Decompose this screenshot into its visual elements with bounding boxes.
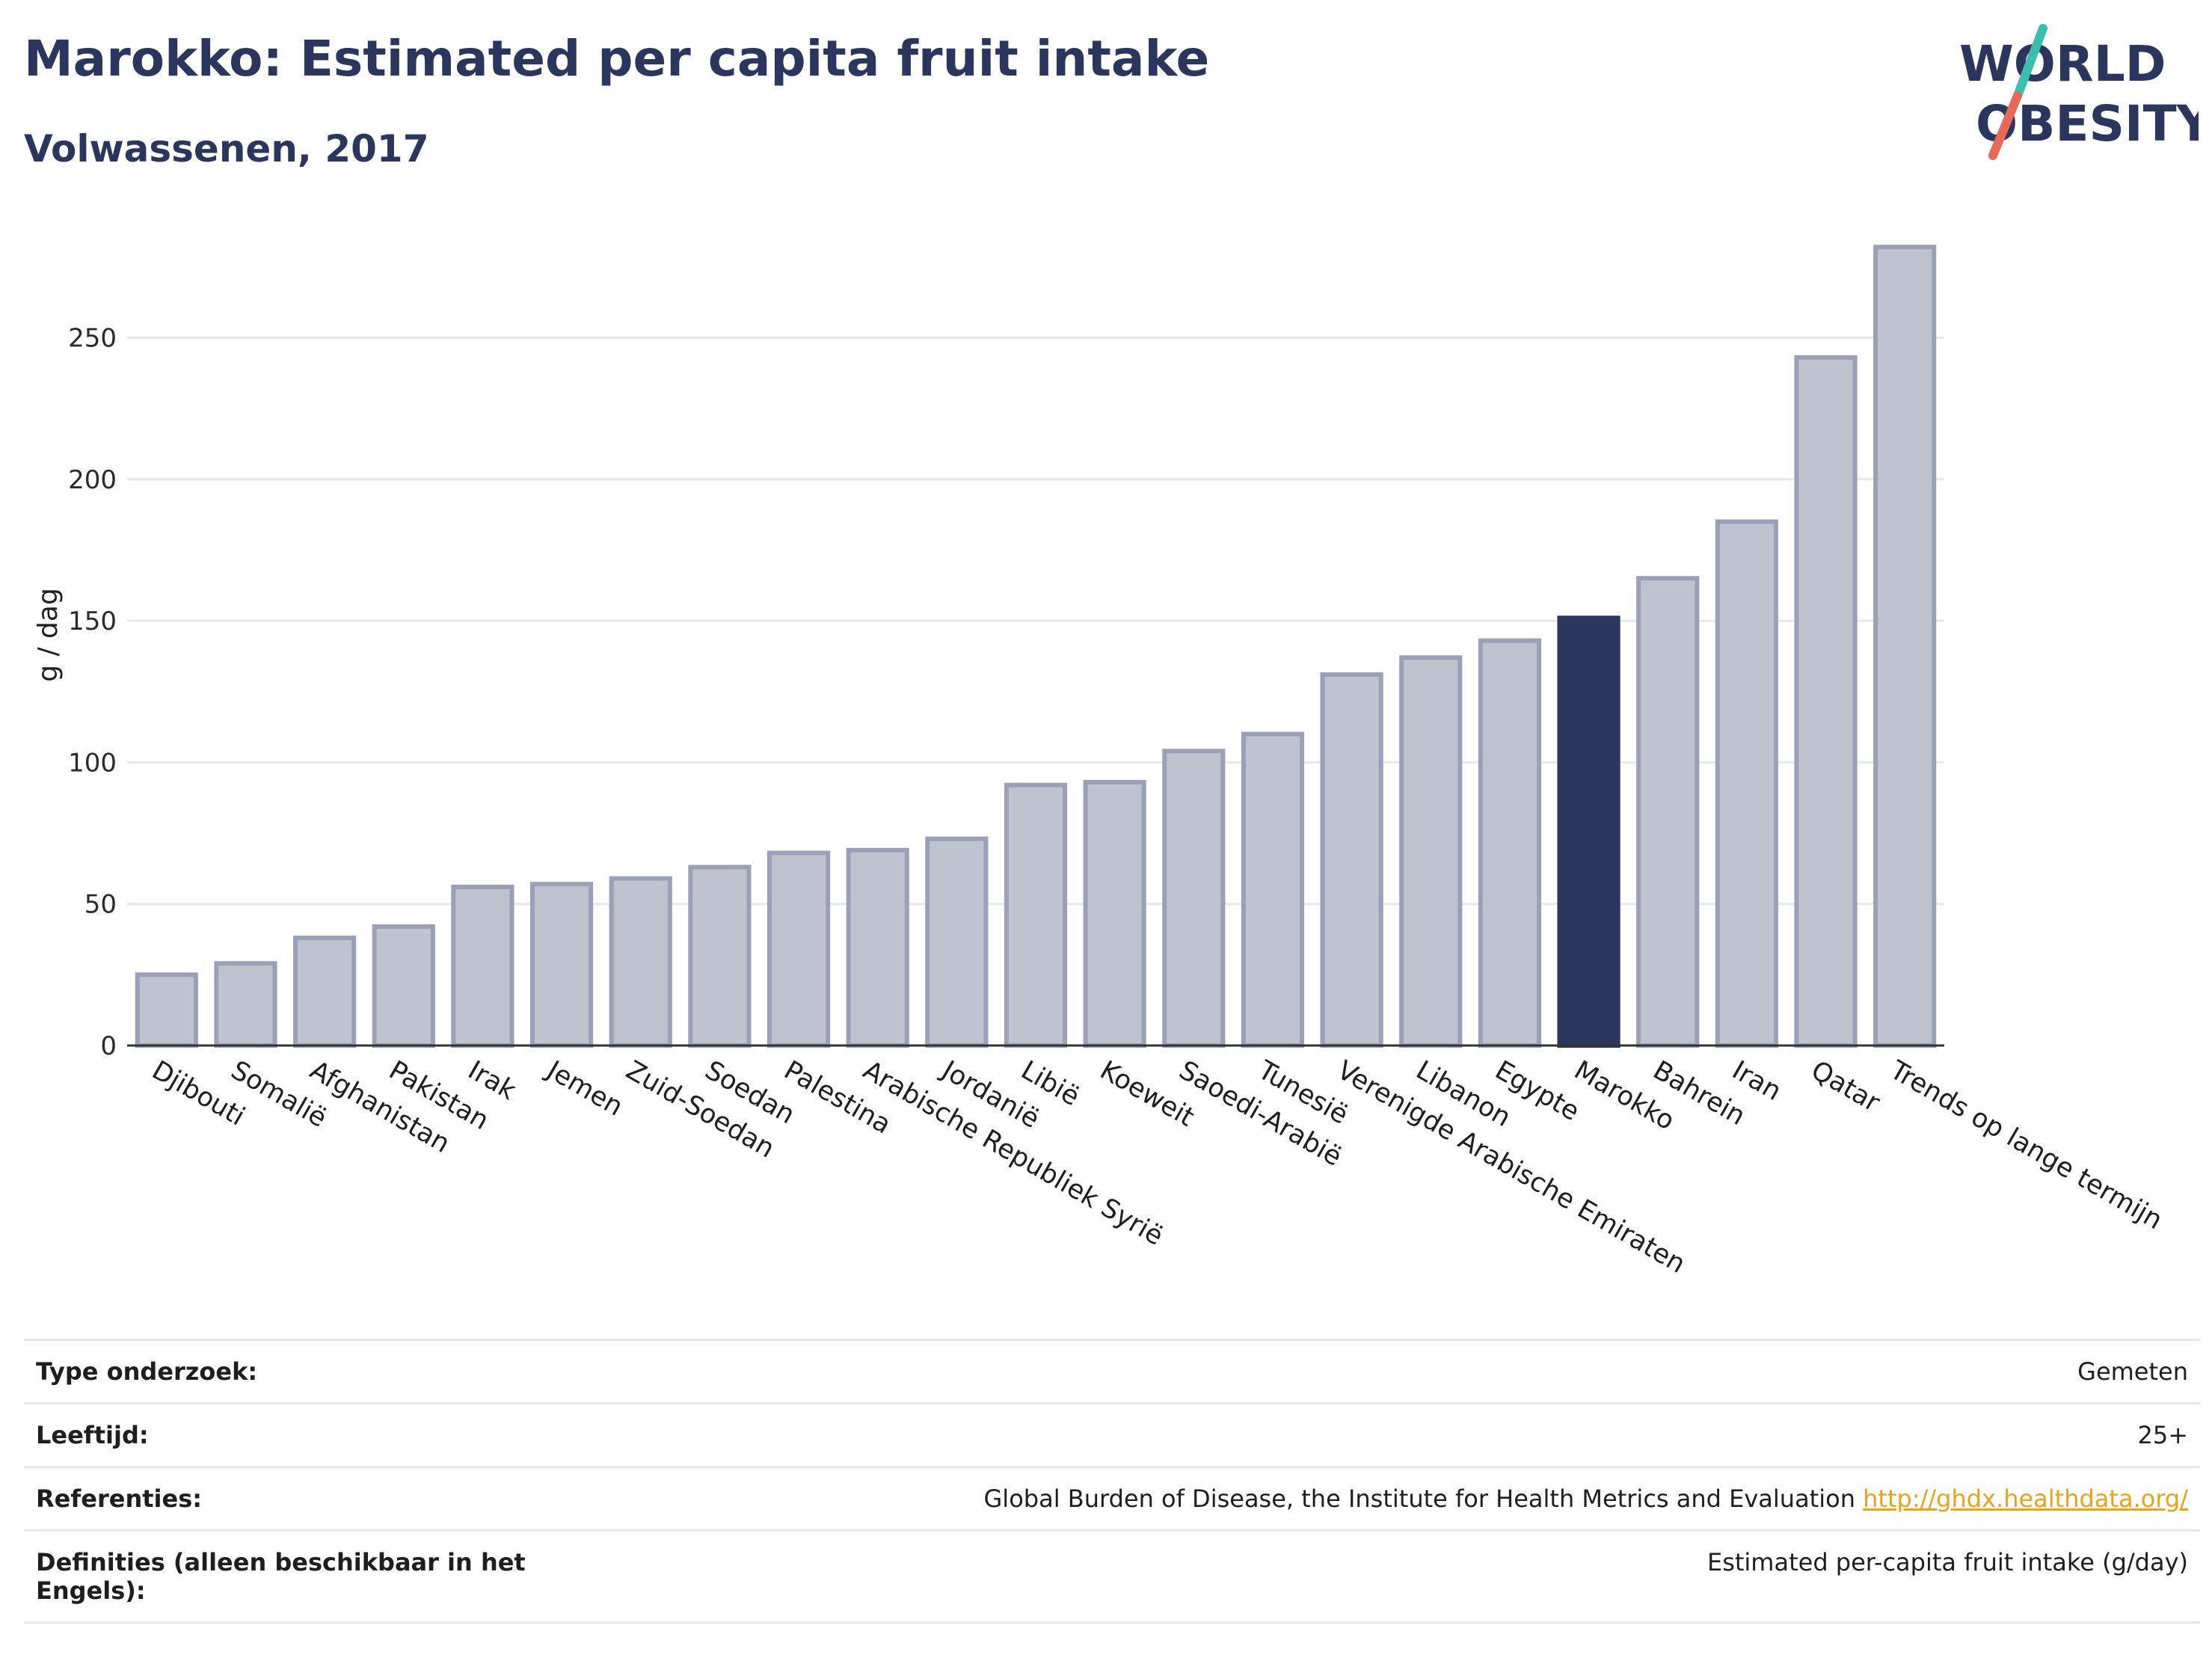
bar-jemen[interactable] (529, 882, 594, 1048)
info-row-definitions: Definities (alleen beschikbaar in het En… (24, 1529, 2200, 1624)
info-key: Type onderzoek: (36, 1357, 258, 1386)
world-obesity-logo: WORLD OBESITY (1959, 24, 2199, 160)
y-tick-label: 150 (68, 607, 117, 636)
bar-bahrein[interactable] (1636, 576, 1700, 1048)
bar-libi-[interactable] (1004, 782, 1068, 1048)
bar-libanon[interactable] (1399, 655, 1463, 1048)
logo-text-world: WORLD (1959, 35, 2166, 93)
info-value: Gemeten (2077, 1357, 2188, 1386)
info-key: Referenties: (36, 1484, 203, 1513)
bar-marokko[interactable] (1557, 615, 1620, 1048)
bar-pakistan[interactable] (372, 924, 435, 1048)
info-value: 25+ (2137, 1421, 2188, 1449)
y-tick-label: 0 (100, 1031, 117, 1061)
info-value: Global Burden of Disease, the Institute … (983, 1484, 1855, 1513)
y-tick-label: 250 (68, 323, 117, 353)
info-key: Definities (alleen beschikbaar in het En… (36, 1548, 526, 1605)
bar-egypte[interactable] (1478, 638, 1542, 1048)
x-tick-label: Qatar (1806, 1055, 1885, 1118)
bar-afghanistan[interactable] (293, 936, 357, 1048)
bar-irak[interactable] (451, 884, 514, 1048)
bar-jordani-[interactable] (925, 836, 989, 1048)
bar-zuid-soedan[interactable] (609, 876, 672, 1048)
bar-saoedi-arabi-[interactable] (1162, 749, 1226, 1048)
bar-palestina[interactable] (766, 850, 831, 1048)
y-tick-label: 50 (85, 890, 117, 920)
bar-iran[interactable] (1715, 519, 1778, 1048)
chart-subtitle: Volwassenen, 2017 (24, 127, 429, 171)
bar-tunesi-[interactable] (1241, 731, 1305, 1048)
info-table: Type onderzoek: Gemeten Leeftijd: 25+ Re… (24, 1339, 2200, 1624)
x-tick-label: Trends op lange termijn (1884, 1055, 2167, 1236)
bar-koeweit[interactable] (1083, 779, 1146, 1048)
bar-soedan[interactable] (688, 865, 752, 1048)
reference-link[interactable]: http://ghdx.healthdata.org/ (1863, 1484, 2188, 1513)
y-axis-label: g / dag (33, 588, 64, 682)
info-value: Estimated per-capita fruit intake (g/day… (1706, 1548, 2188, 1576)
bar-djibouti[interactable] (135, 972, 198, 1048)
bar-trends-op-lange-termijn[interactable] (1873, 245, 1937, 1048)
bar-qatar[interactable] (1794, 354, 1858, 1048)
y-tick-label: 100 (68, 748, 117, 778)
info-key: Leeftijd: (36, 1421, 149, 1449)
bar-verenigde-arabische-emiraten[interactable] (1320, 672, 1383, 1048)
info-row-type: Type onderzoek: Gemeten (24, 1339, 2200, 1402)
info-row-age: Leeftijd: 25+ (24, 1402, 2200, 1466)
bar-somali-[interactable] (214, 961, 277, 1048)
info-row-references: Referenties: Global Burden of Disease, t… (24, 1466, 2200, 1529)
bar-arabische-republiek-syri-[interactable] (846, 847, 909, 1048)
chart-title: Marokko: Estimated per capita fruit inta… (24, 30, 1210, 87)
y-tick-label: 200 (68, 465, 117, 495)
x-tick-label: Jemen (541, 1054, 628, 1122)
info-value-wrap: Global Burden of Disease, the Institute … (984, 1484, 2189, 1513)
